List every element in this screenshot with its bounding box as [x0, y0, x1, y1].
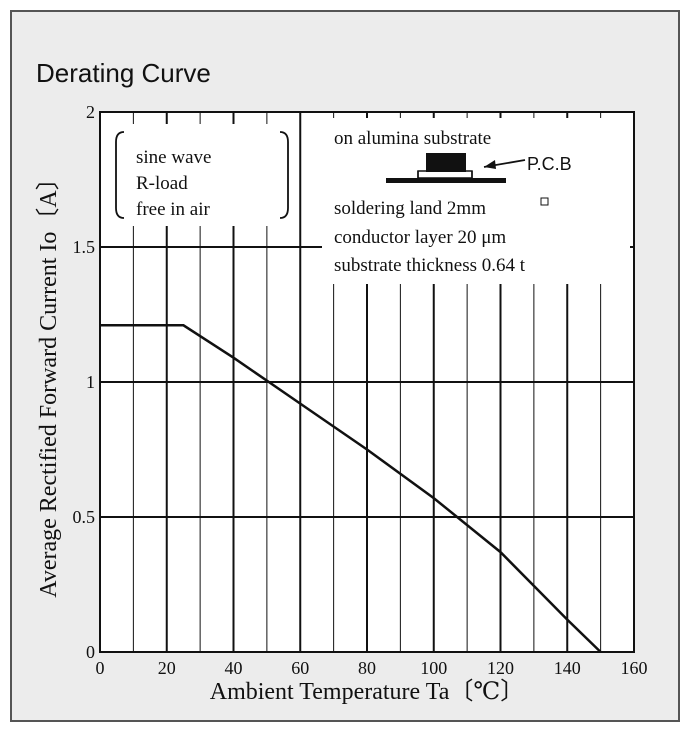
substrate-box	[322, 118, 630, 284]
x-tick-label: 120	[487, 658, 514, 678]
detail-line-3: substrate thickness 0.64 t	[334, 255, 526, 276]
x-tick-label: 40	[225, 658, 243, 678]
detail-line-2: conductor layer 20 μm	[334, 227, 506, 248]
plot-border	[99, 111, 635, 653]
y-tick-labels: 0 0.5 1 1.5 2	[73, 102, 96, 662]
x-tick-label: 0	[96, 658, 105, 678]
y-tick-label: 2	[86, 102, 95, 122]
detail-line-1: soldering land 2mm	[334, 198, 486, 219]
pcb-arrowhead-icon	[484, 160, 496, 169]
x-tick-labels: 0 20 40 60 80 100 120 140 160	[96, 658, 648, 678]
conditions-box	[110, 124, 290, 226]
x-tick-label: 80	[358, 658, 376, 678]
x-tick-label: 140	[554, 658, 581, 678]
y-tick-label: 1.5	[73, 237, 96, 257]
left-bracket-icon	[115, 131, 125, 219]
x-tick-label: 100	[420, 658, 447, 678]
pcb-label: P.C.B	[527, 154, 572, 174]
x-tick-label: 160	[621, 658, 648, 678]
x-tick-label: 60	[291, 658, 309, 678]
square-symbol-icon	[540, 197, 549, 206]
y-tick-label: 0	[86, 642, 95, 662]
substrate-label: on alumina substrate	[334, 128, 491, 149]
y-axis-label: Average Rectified Forward Current Io〔A〕	[36, 166, 62, 597]
condition-line-1: sine wave	[136, 147, 211, 168]
pcb-diagram-icon	[386, 153, 506, 183]
y-tick-label: 1	[86, 372, 95, 392]
right-bracket-icon	[279, 131, 289, 219]
y-tick-label: 0.5	[73, 507, 96, 527]
x-tick-label: 20	[158, 658, 176, 678]
chart-title: Derating Curve	[36, 58, 211, 88]
x-axis-label: Ambient Temperature Ta〔℃〕	[210, 679, 525, 705]
condition-line-2: R-load	[136, 173, 188, 194]
condition-line-3: free in air	[136, 199, 211, 220]
derating-line	[100, 324, 602, 653]
